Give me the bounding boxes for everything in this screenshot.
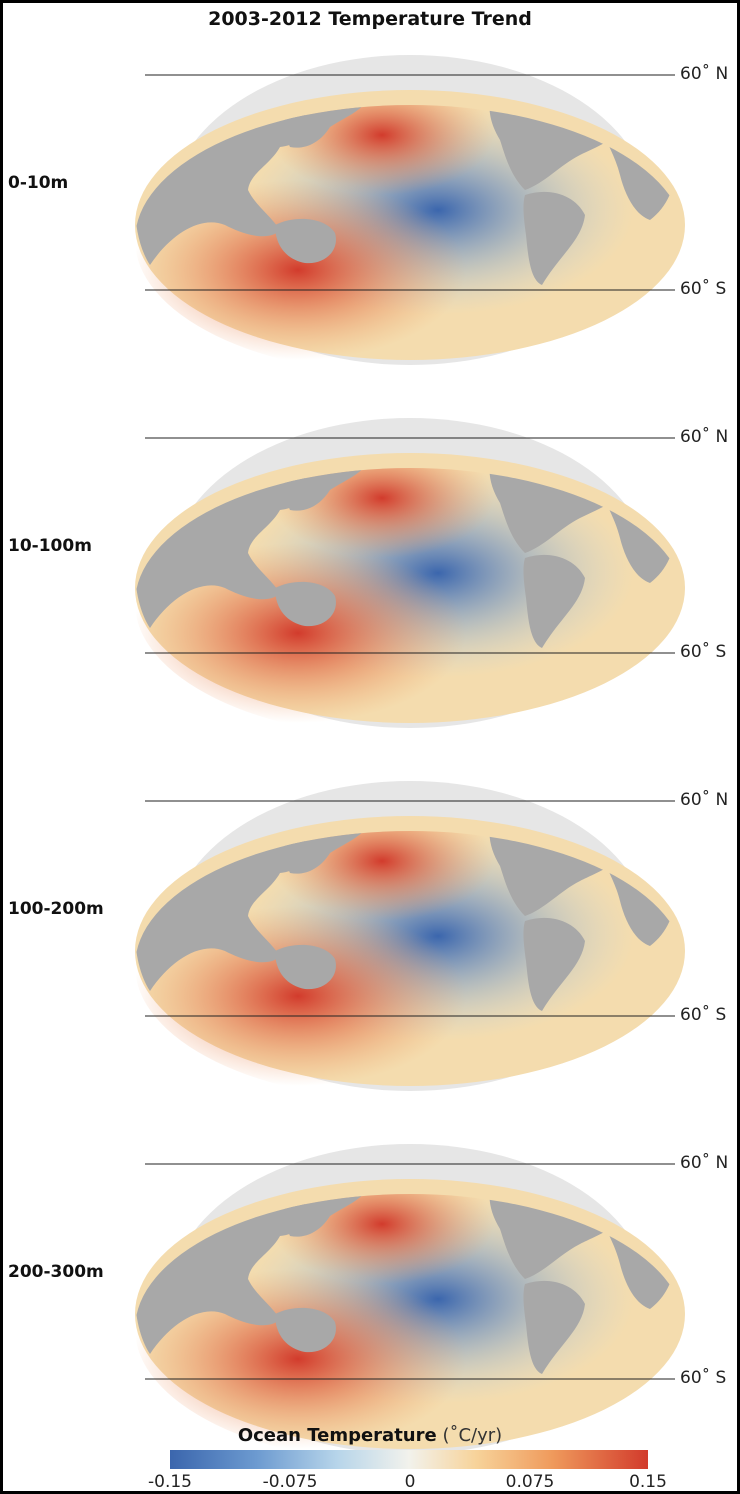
- temperature-anomaly-field: [135, 1194, 685, 1464]
- landmass: [523, 554, 585, 648]
- latitude-label-north: 60˚ N: [680, 64, 729, 84]
- map-panel: 200-300m 60˚ N 60˚ S: [0, 1134, 740, 1464]
- colorbar-tick: 0.075: [505, 1472, 555, 1492]
- latitude-label-south: 60˚ S: [680, 1005, 727, 1025]
- colorbar: [170, 1450, 648, 1469]
- landmass: [523, 191, 585, 285]
- legend-unit: (˚C/yr): [442, 1425, 503, 1446]
- latitude-label-north: 60˚ N: [680, 427, 729, 447]
- map-panel: 100-200m 60˚ N 60˚ S: [0, 771, 740, 1101]
- landmass: [523, 1280, 585, 1374]
- ocean-temperature-map: [135, 418, 685, 738]
- landmass: [275, 944, 336, 990]
- latitude-label-north: 60˚ N: [680, 790, 729, 810]
- ocean-temperature-map: [135, 55, 685, 375]
- depth-label: 200-300m: [8, 1262, 104, 1282]
- temperature-anomaly-field: [135, 831, 685, 1101]
- latitude-label-south: 60˚ S: [680, 1368, 727, 1388]
- colorbar-tick: -0.075: [262, 1472, 318, 1492]
- depth-label: 100-200m: [8, 899, 104, 919]
- colorbar-tick: 0: [404, 1472, 416, 1492]
- latitude-label-north: 60˚ N: [680, 1153, 729, 1173]
- legend-title: Ocean Temperature (˚C/yr): [0, 1425, 740, 1446]
- map-panel: 10-100m 60˚ N 60˚ S: [0, 408, 740, 738]
- legend-title-text: Ocean Temperature: [237, 1425, 437, 1446]
- landmass: [523, 917, 585, 1011]
- landmass: [275, 218, 336, 264]
- latitude-label-south: 60˚ S: [680, 279, 727, 299]
- ocean-temperature-map: [135, 1144, 685, 1464]
- landmass: [275, 581, 336, 627]
- temperature-anomaly-field: [135, 105, 685, 375]
- ocean-temperature-map: [135, 781, 685, 1101]
- depth-label: 0-10m: [8, 173, 69, 193]
- colorbar-tick: 0.15: [629, 1472, 667, 1492]
- colorbar-tick: -0.15: [148, 1472, 192, 1492]
- depth-label: 10-100m: [8, 536, 92, 556]
- landmass: [275, 1307, 336, 1353]
- map-panel: 0-10m 60˚ N 60˚ S: [0, 45, 740, 375]
- figure-title: 2003-2012 Temperature Trend: [208, 8, 532, 30]
- temperature-anomaly-field: [135, 468, 685, 738]
- latitude-label-south: 60˚ S: [680, 642, 727, 662]
